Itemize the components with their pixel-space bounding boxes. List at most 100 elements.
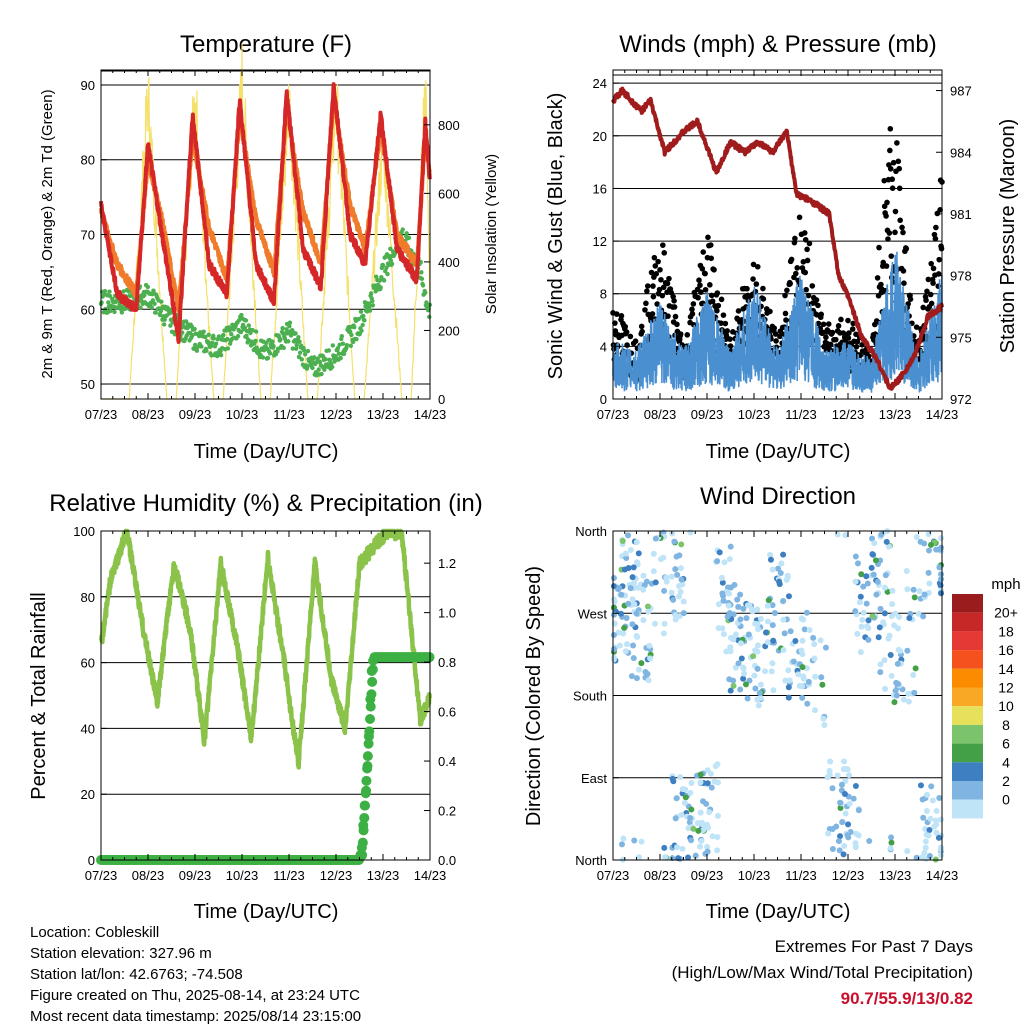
gust-point xyxy=(930,265,937,272)
direction-point xyxy=(883,538,890,545)
gust-point xyxy=(846,330,852,336)
gust-point xyxy=(623,329,630,335)
gust-point xyxy=(881,177,887,184)
humidity-xlabel: Time (Day/UTC) xyxy=(194,901,339,923)
gust-point xyxy=(887,166,894,172)
direction-point xyxy=(643,578,650,585)
direction-point xyxy=(846,772,853,779)
humidity-x-ticks: 07/23 08/23 09/23 10/23 11/23 12/23 13/23 14/23 xyxy=(85,531,446,883)
direction-point xyxy=(770,637,777,644)
direction-point xyxy=(812,673,819,680)
direction-point xyxy=(863,600,870,607)
direction-point xyxy=(905,690,912,697)
gust-point xyxy=(657,267,663,273)
direction-point xyxy=(740,605,747,612)
direction-point xyxy=(887,652,894,659)
direction-point xyxy=(746,602,753,609)
direction-point xyxy=(920,814,927,821)
direction-point xyxy=(754,696,761,703)
x-tick-label: 08/23 xyxy=(644,868,677,883)
winds-series xyxy=(610,86,945,393)
dewpoint-point xyxy=(203,334,208,340)
direction-point xyxy=(870,571,877,578)
direction-point xyxy=(780,616,787,623)
direction-point xyxy=(855,807,862,814)
direction-point xyxy=(610,631,617,638)
dewpoint-point xyxy=(339,334,345,339)
dewpoint-point xyxy=(107,289,112,294)
direction-point xyxy=(780,598,787,605)
dewpoint-point xyxy=(368,291,374,296)
direction-point xyxy=(731,581,738,588)
dewpoint-point xyxy=(327,358,333,363)
direction-point xyxy=(768,668,775,675)
gust-point xyxy=(845,335,852,341)
direction-point xyxy=(682,786,689,793)
winds-x-ticks: 07/23 08/23 09/23 10/23 11/23 12/23 13/23 14/23 xyxy=(597,70,958,422)
direction-point xyxy=(697,779,704,786)
direction-point xyxy=(829,785,836,792)
direction-point xyxy=(935,834,942,841)
gust-point xyxy=(695,294,701,301)
dewpoint-point xyxy=(246,337,251,342)
y-tick-label: North xyxy=(575,524,607,539)
dewpoint-point xyxy=(253,329,259,334)
direction-point xyxy=(704,843,711,850)
direction-point xyxy=(618,841,625,848)
direction-point xyxy=(764,602,771,609)
gust-point xyxy=(928,260,934,267)
direction-point xyxy=(936,795,943,802)
direction-left-ticks: North East South West North xyxy=(573,524,619,868)
gust-point xyxy=(913,324,920,330)
direction-point xyxy=(833,823,840,830)
direction-point xyxy=(715,625,722,632)
direction-point xyxy=(845,821,852,828)
dewpoint-point xyxy=(296,354,302,360)
direction-point xyxy=(803,609,810,616)
dewpoint-point xyxy=(162,317,167,322)
dewpoint-point xyxy=(419,276,425,282)
direction-point xyxy=(806,627,813,634)
direction-point xyxy=(735,603,742,610)
direction-point xyxy=(631,837,638,844)
direction-point xyxy=(620,630,627,637)
direction-point xyxy=(629,596,636,603)
dewpoint-point xyxy=(242,325,248,331)
gust-point xyxy=(888,253,895,259)
dewpoint-point xyxy=(335,345,341,351)
dewpoint-point xyxy=(389,261,395,267)
direction-point xyxy=(640,572,647,579)
gust-point xyxy=(890,159,897,166)
gust-point xyxy=(753,281,760,287)
direction-point xyxy=(652,535,659,542)
gust-point xyxy=(772,331,779,337)
direction-point xyxy=(673,553,680,560)
direction-point xyxy=(912,665,919,672)
direction-point xyxy=(785,684,792,691)
dewpoint-point xyxy=(349,332,354,338)
gust-point xyxy=(735,308,742,314)
direction-point xyxy=(938,590,945,597)
direction-point xyxy=(938,576,945,583)
legend-swatch xyxy=(952,687,983,707)
direction-point xyxy=(925,832,932,839)
direction-point xyxy=(735,660,742,667)
direction-point xyxy=(904,647,911,654)
direction-point xyxy=(938,571,945,578)
direction-point xyxy=(615,629,622,636)
direction-point xyxy=(811,641,818,648)
direction-point xyxy=(661,620,668,627)
direction-point xyxy=(859,616,866,623)
gust-point xyxy=(653,271,660,277)
x-tick-label: 10/23 xyxy=(738,868,771,883)
direction-point xyxy=(678,541,685,548)
gust-point xyxy=(899,224,905,231)
direction-point xyxy=(801,626,808,633)
direction-point xyxy=(708,784,715,791)
direction-point xyxy=(661,844,668,851)
direction-point xyxy=(697,771,704,778)
legend-swatch xyxy=(952,762,983,781)
direction-point xyxy=(880,619,887,626)
direction-point xyxy=(872,557,879,564)
direction-point xyxy=(688,806,695,813)
